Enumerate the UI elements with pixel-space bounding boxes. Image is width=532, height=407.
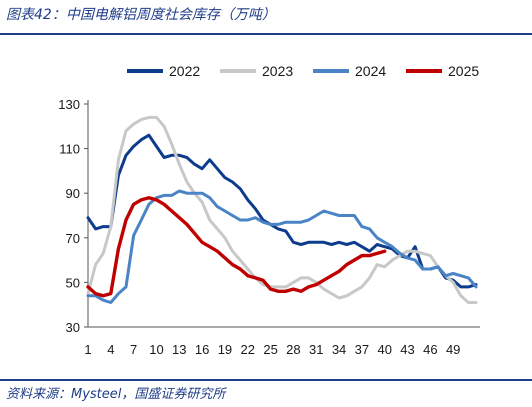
legend-label-2025: 2025 (448, 63, 479, 79)
x-tick-label: 37 (355, 342, 369, 357)
x-tick-label: 40 (377, 342, 391, 357)
x-tick-label: 25 (263, 342, 277, 357)
x-tick-label: 31 (309, 342, 323, 357)
x-tick-label: 16 (195, 342, 209, 357)
y-tick-label: 30 (66, 320, 80, 335)
x-tick-label: 19 (218, 342, 232, 357)
x-tick-label: 13 (172, 342, 186, 357)
y-tick-label: 70 (66, 231, 80, 246)
y-tick-label: 110 (59, 142, 80, 157)
x-tick-label: 43 (400, 342, 414, 357)
x-tick-label: 34 (332, 342, 346, 357)
title-divider (0, 33, 532, 35)
series-line-2024 (86, 189, 478, 304)
y-tick-label: 90 (66, 186, 80, 201)
y-tick-label: 130 (58, 97, 80, 112)
x-tick-label: 7 (130, 342, 137, 357)
footer-divider (0, 379, 532, 381)
x-tick-label: 46 (423, 342, 437, 357)
x-tick-label: 49 (446, 342, 460, 357)
chart-title: 图表42：中国电解铝周度社会库存（万吨） (6, 7, 276, 23)
y-tick-label: 50 (66, 275, 80, 290)
x-tick-label: 4 (107, 342, 114, 357)
legend-label-2022: 2022 (169, 63, 200, 79)
x-tick-label: 1 (84, 342, 91, 357)
series-line-2023 (86, 115, 478, 304)
legend-label-2024: 2024 (355, 63, 386, 79)
series-line-2025 (86, 195, 387, 298)
source-note: 资料来源：Mysteel，国盛证券研究所 (6, 387, 226, 402)
x-tick-label: 10 (149, 342, 163, 357)
legend-label-2023: 2023 (262, 63, 293, 79)
x-tick-label: 22 (241, 342, 255, 357)
x-tick-label: 28 (286, 342, 300, 357)
